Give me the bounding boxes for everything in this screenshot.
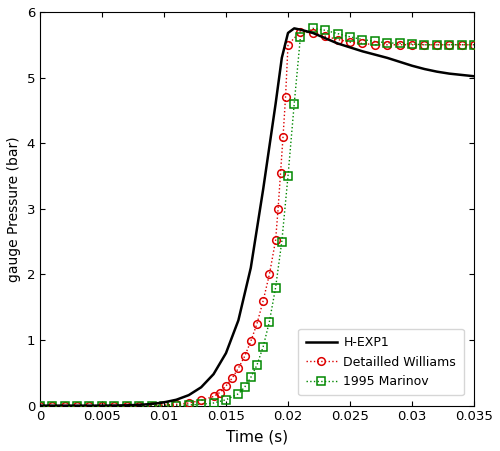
Legend: H-EXP1, Detailled Williams, 1995 Marinov: H-EXP1, Detailled Williams, 1995 Marinov bbox=[298, 329, 464, 396]
Y-axis label: gauge Pressure (bar): gauge Pressure (bar) bbox=[7, 136, 21, 281]
X-axis label: Time (s): Time (s) bbox=[226, 429, 288, 444]
